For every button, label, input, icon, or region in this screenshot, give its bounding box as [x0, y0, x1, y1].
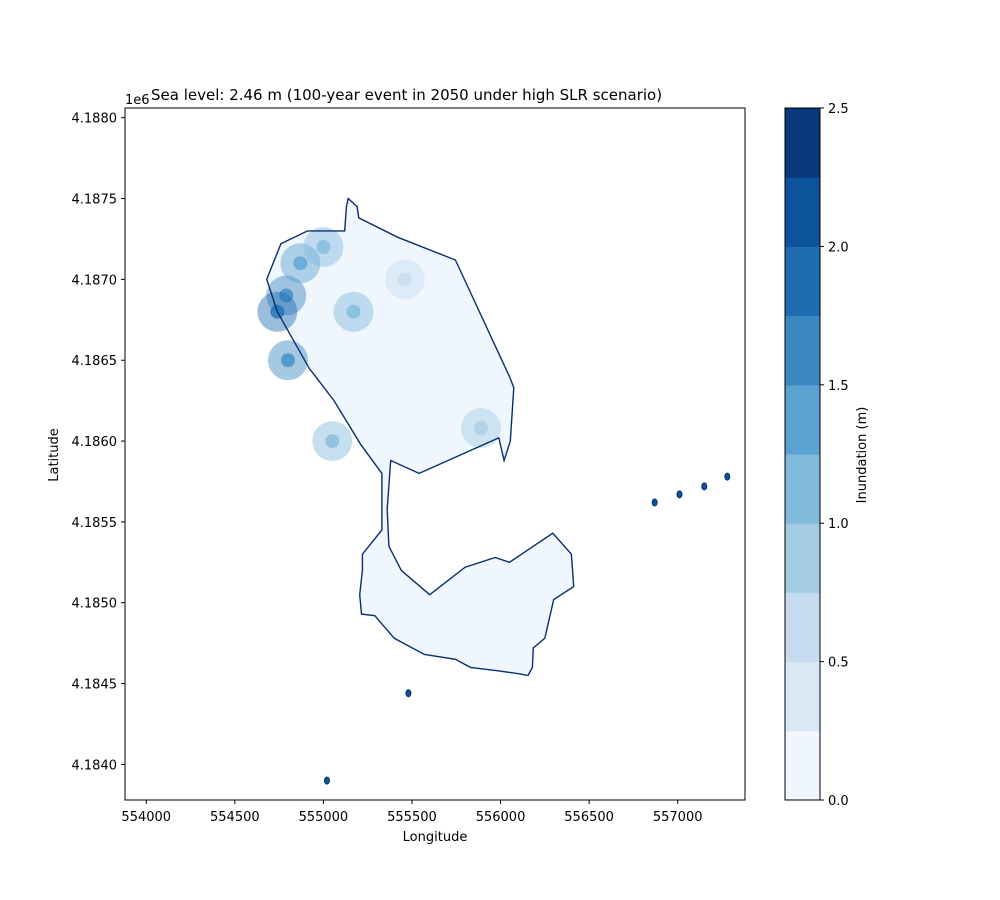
colorbar-band — [785, 315, 820, 386]
y-axis-offset-label: 1e6 — [125, 93, 150, 108]
x-tick-label: 555000 — [299, 810, 349, 825]
plot-frame — [124, 107, 746, 801]
y-tick-label: 4.1860 — [72, 435, 118, 450]
coastline-outline — [265, 197, 575, 677]
colorbar-tick-label: 2.5 — [828, 102, 849, 117]
chart-title: Sea level: 2.46 m (100-year event in 205… — [151, 86, 662, 104]
islet — [651, 498, 658, 507]
land-area — [266, 198, 574, 676]
islet — [676, 490, 683, 499]
x-tick-label: 556000 — [476, 810, 526, 825]
islet — [724, 472, 731, 481]
colorbar-band — [785, 177, 820, 247]
colorbar-band — [785, 661, 820, 732]
colorbar-tick-label: 1.0 — [828, 517, 849, 532]
colorbar-band — [785, 592, 820, 663]
y-tick-label: 4.1870 — [72, 273, 118, 288]
y-axis-label: Latitude — [47, 428, 62, 482]
x-axis-label: Longitude — [403, 830, 468, 845]
colorbar-band — [785, 384, 820, 455]
y-tick-label: 4.1845 — [72, 678, 118, 693]
colorbar-tick-label: 0.0 — [828, 794, 849, 809]
y-tick-label: 4.1850 — [72, 597, 118, 612]
colorbar — [785, 108, 820, 801]
colorbar-band — [785, 108, 820, 178]
colorbar-tick-label: 0.5 — [828, 656, 849, 671]
y-tick-label: 4.1855 — [72, 516, 118, 531]
inundation-zone-core — [316, 240, 331, 255]
islet — [405, 689, 412, 698]
colorbar-frame — [784, 107, 821, 801]
y-tick-label: 4.1865 — [72, 354, 118, 369]
colorbar-band — [785, 730, 820, 801]
colorbar-band — [785, 523, 820, 593]
y-tick-label: 4.1880 — [72, 112, 118, 127]
islet — [323, 776, 330, 785]
inundation-zone-core — [279, 288, 294, 303]
x-tick-label: 556500 — [564, 810, 614, 825]
inundation-zone-core — [346, 304, 361, 319]
islet — [701, 482, 708, 491]
x-tick-label: 557000 — [653, 810, 703, 825]
y-axis-ticks: 4.1840 4.1845 4.1850 4.1855 4.1860 4.1865 4.18… — [72, 112, 125, 773]
x-tick-label: 555500 — [387, 810, 437, 825]
inundation-zone-core — [293, 256, 308, 271]
x-tick-label: 554000 — [121, 810, 171, 825]
colorbar-tick-label: 2.0 — [828, 240, 849, 255]
colorbar-label: Inundation (m) — [855, 407, 870, 504]
colorbar-ticks: 0.0 0.5 1.0 1.5 2.0 2.5 — [820, 102, 849, 809]
x-axis-ticks: 554000 554500 555000 555500 556000 556500 5570… — [121, 800, 703, 825]
inundation-zone-core — [280, 353, 295, 368]
inundation-zone-core — [325, 434, 340, 449]
colorbar-band — [785, 454, 820, 524]
x-tick-label: 554500 — [210, 810, 260, 825]
y-tick-label: 4.1875 — [72, 193, 118, 208]
inundation-map — [257, 197, 731, 785]
inundation-zone-core — [474, 421, 489, 436]
colorbar-tick-label: 1.5 — [828, 379, 849, 394]
inundation-zone-core — [397, 272, 412, 287]
colorbar-band — [785, 246, 820, 317]
y-tick-label: 4.1840 — [72, 758, 118, 773]
